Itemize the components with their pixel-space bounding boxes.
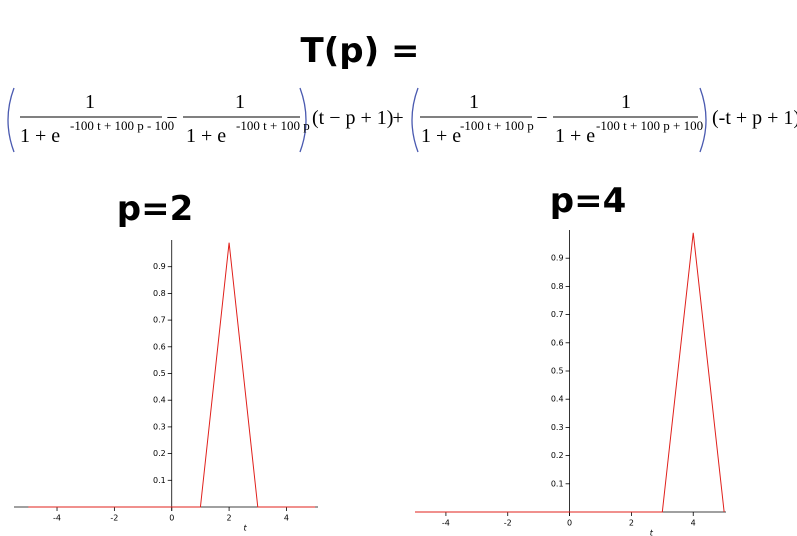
paren: [299, 87, 307, 153]
denominator: 1 + e: [20, 125, 60, 147]
y-tick-label: 0.5: [551, 367, 564, 376]
denominator: 1 + e: [555, 125, 595, 147]
operator: −: [536, 107, 547, 129]
denominator: 1 + e: [186, 125, 226, 147]
operator: +: [392, 107, 403, 129]
y-tick-label: 0.8: [153, 289, 166, 298]
x-tick-label: 0: [567, 519, 572, 528]
heading: T(p) =: [301, 31, 420, 71]
numerator: 1: [235, 91, 245, 113]
y-tick-label: 0.2: [153, 449, 166, 458]
factor: (-t + p + 1): [712, 107, 797, 129]
y-tick-label: 0.1: [153, 476, 166, 485]
y-tick-label: 0.1: [551, 479, 564, 488]
exponent: -100 t + 100 p: [236, 118, 310, 133]
x-tick-label: 2: [227, 514, 232, 523]
y-tick-label: 0.4: [551, 395, 564, 404]
line: [415, 232, 725, 513]
x-tick-label: 0: [169, 514, 174, 523]
numerator: 1: [469, 91, 479, 113]
x-tick-label: -2: [110, 514, 118, 523]
y-tick-label: 0.5: [153, 369, 166, 378]
x-tick-label: 4: [691, 519, 696, 528]
x-tick-label: -2: [504, 519, 512, 528]
numerator: 1: [621, 91, 631, 113]
y-tick-label: 0.9: [551, 254, 564, 263]
y-tick-label: 0.8: [551, 282, 564, 291]
y-tick-label: 0.6: [551, 338, 564, 347]
paren: [699, 87, 707, 153]
denominator: 1 + e: [421, 125, 461, 147]
operator: −: [166, 107, 177, 129]
x-tick-label: -4: [442, 519, 450, 528]
y-tick-label: 0.3: [153, 422, 166, 431]
numerator: 1: [85, 91, 95, 113]
x-tick-label: 4: [284, 514, 289, 523]
x-axis-label: t: [650, 529, 654, 536]
y-tick-label: 0.7: [551, 310, 564, 319]
x-axis-label: t: [243, 524, 247, 533]
y-tick-label: 0.7: [153, 316, 166, 325]
factor: (t − p + 1): [312, 107, 393, 129]
paren: [7, 87, 15, 153]
chart-title: p=4: [550, 181, 626, 221]
y-tick-label: 0.4: [153, 396, 166, 405]
y-tick-label: 0.2: [551, 451, 564, 460]
exponent: -100 t + 100 p - 100: [70, 118, 174, 133]
exponent: -100 t + 100 p: [460, 118, 534, 133]
y-tick-label: 0.3: [551, 423, 564, 432]
y-tick-label: 0.6: [153, 342, 166, 351]
paren: [411, 87, 419, 153]
chart-title: p=2: [117, 189, 193, 229]
x-tick-label: -4: [53, 514, 61, 523]
exponent: -100 t + 100 p + 100: [596, 118, 703, 133]
y-tick-label: 0.9: [153, 262, 166, 271]
line: [28, 242, 316, 508]
x-tick-label: 2: [629, 519, 634, 528]
